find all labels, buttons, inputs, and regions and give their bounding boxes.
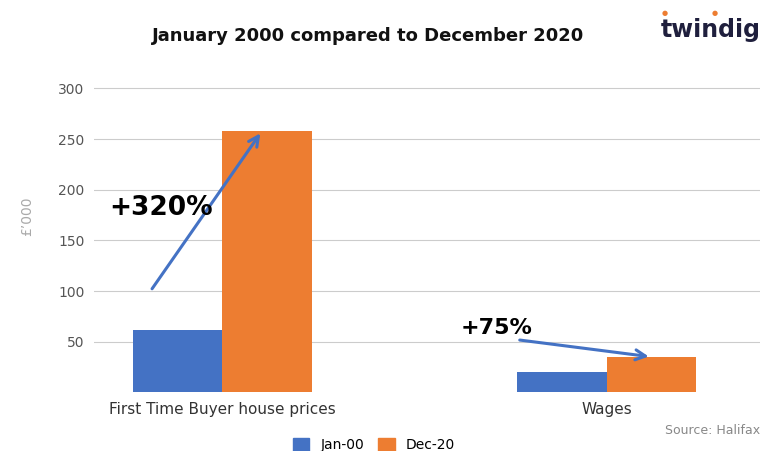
Bar [607,357,696,392]
Bar [132,330,222,392]
Text: ●: ● [712,10,718,16]
Text: Source: Halifax: Source: Halifax [666,424,760,437]
Text: +75%: +75% [460,318,532,338]
Text: ●: ● [662,10,668,16]
Text: January 2000 compared to December 2020: January 2000 compared to December 2020 [152,27,585,45]
Text: twindig: twindig [660,18,760,42]
Bar [222,131,312,392]
Bar [517,372,607,392]
Legend: Jan-00, Dec-20: Jan-00, Dec-20 [287,433,461,451]
Text: +320%: +320% [110,195,213,221]
Text: £’000: £’000 [20,197,34,236]
